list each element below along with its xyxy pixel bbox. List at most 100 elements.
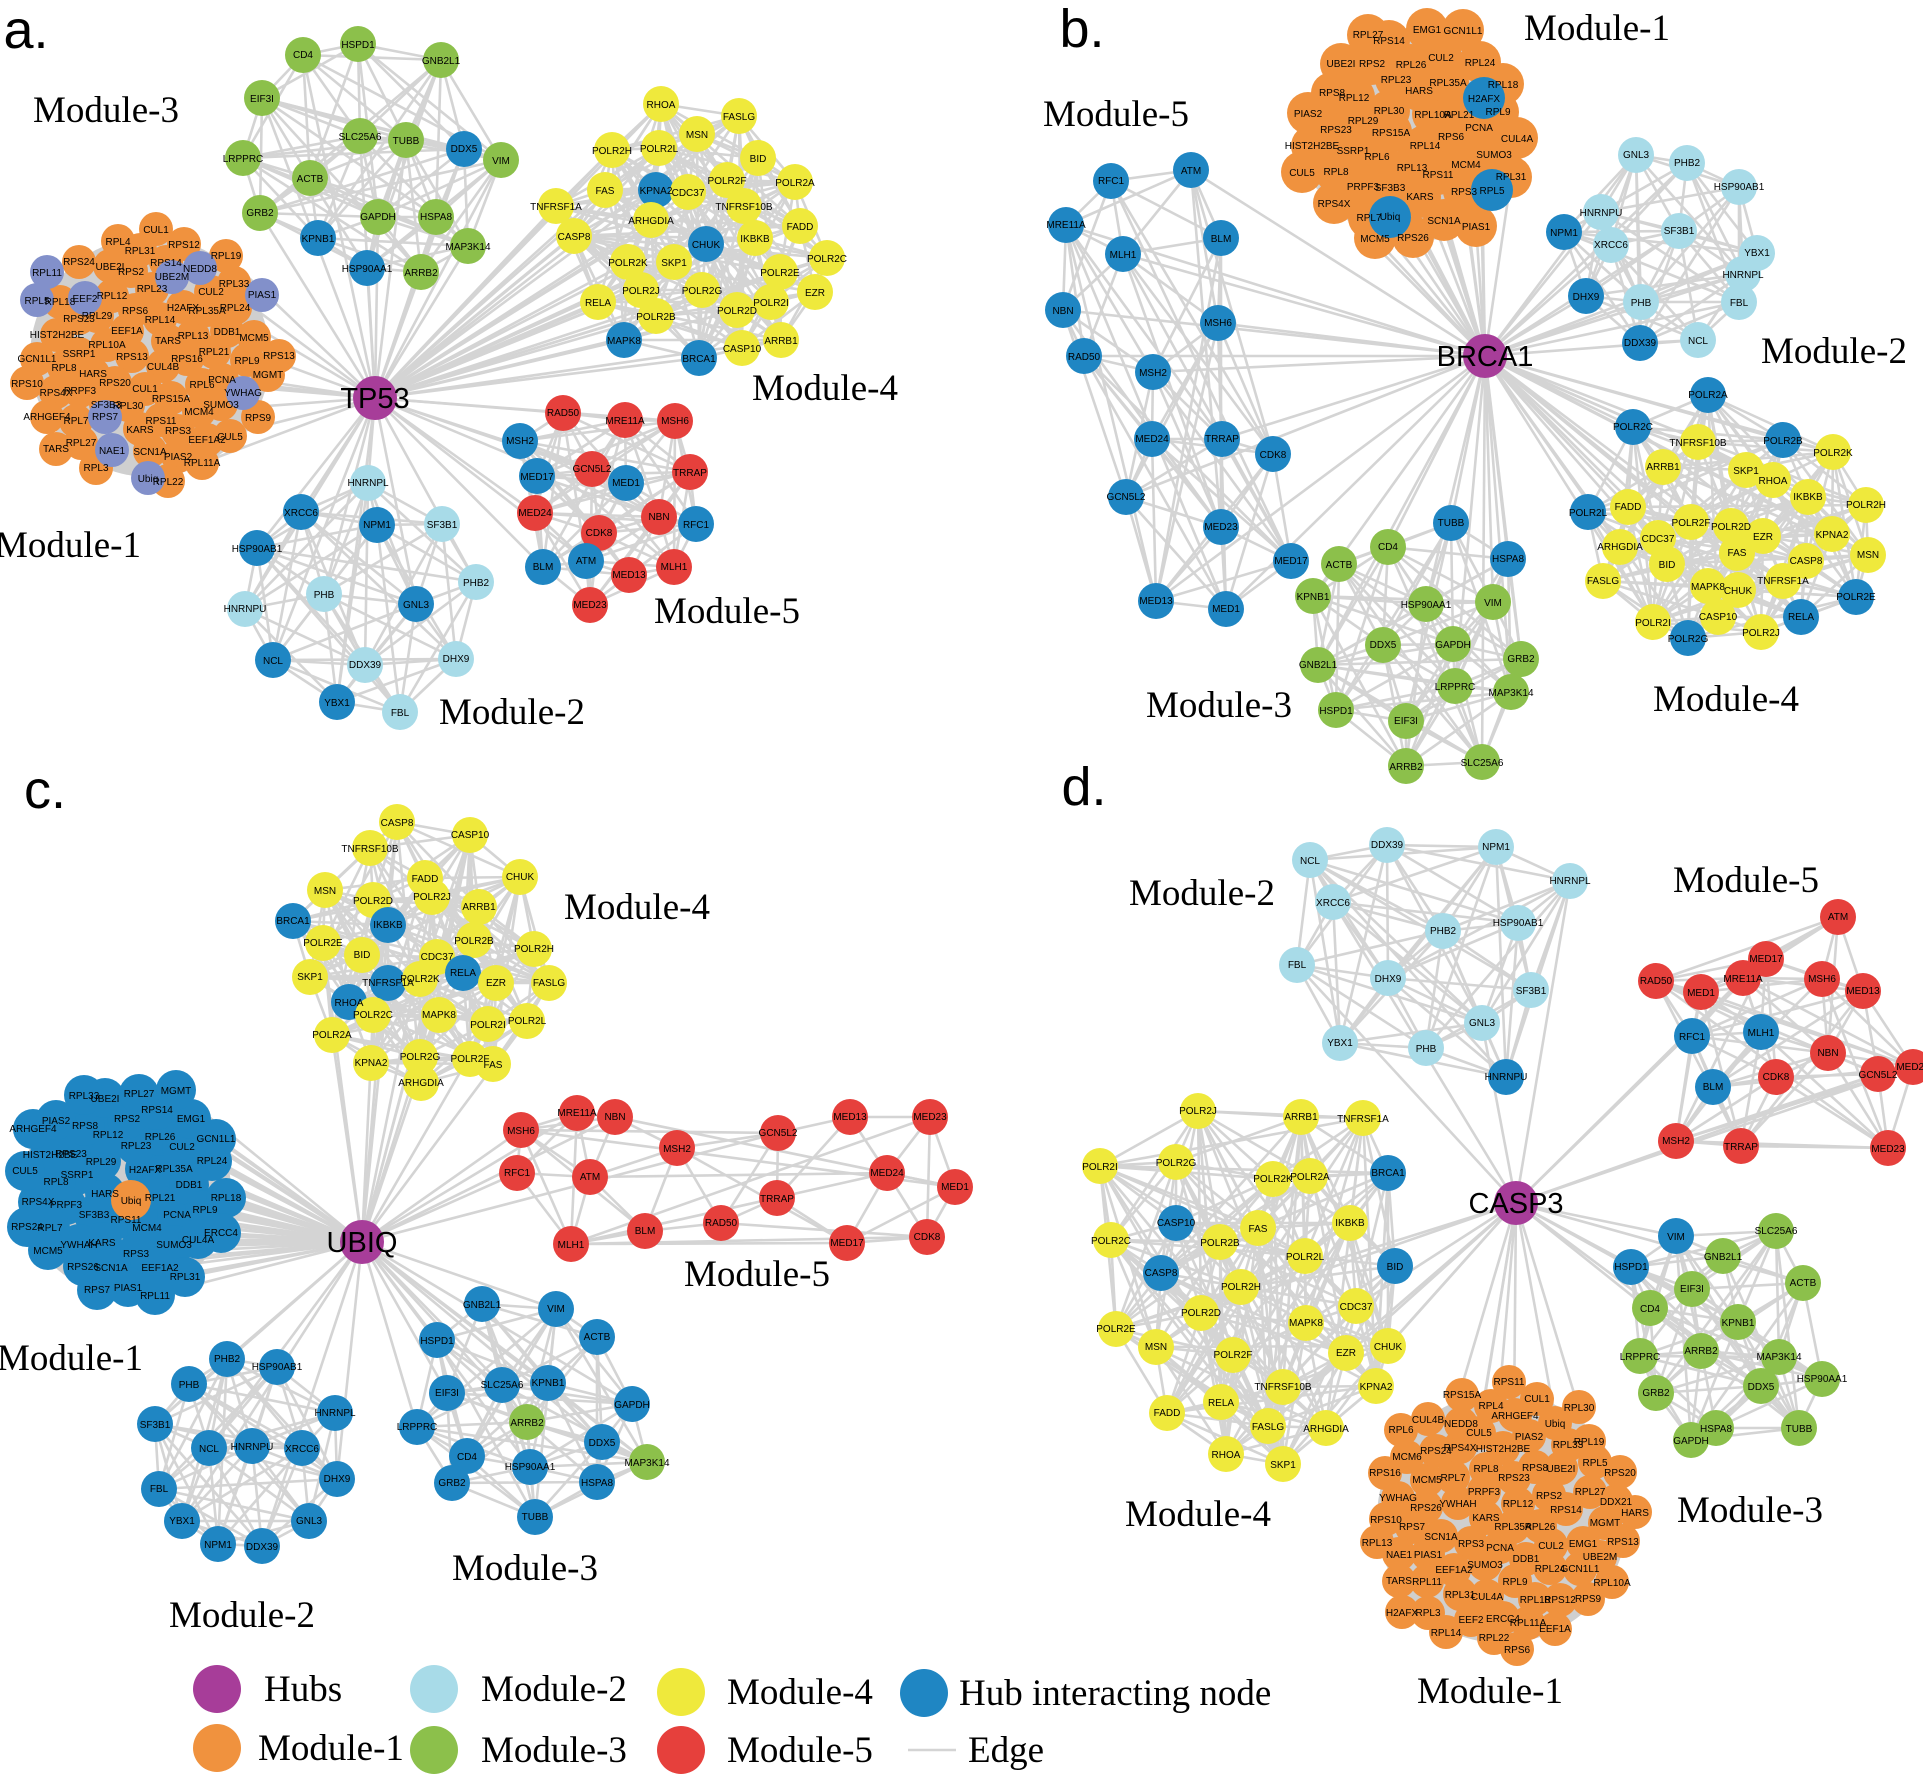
svg-text:HARS: HARS — [1621, 1508, 1649, 1519]
svg-text:RPS6: RPS6 — [1504, 1645, 1531, 1656]
svg-text:EMG1: EMG1 — [1413, 25, 1442, 36]
svg-text:RPS2: RPS2 — [118, 267, 145, 278]
svg-text:ARRB2: ARRB2 — [1684, 1346, 1718, 1357]
svg-text:EEF1A: EEF1A — [111, 326, 143, 337]
svg-text:RPL5: RPL5 — [24, 296, 49, 307]
svg-text:Module-1: Module-1 — [0, 525, 141, 566]
svg-text:MCM4: MCM4 — [1451, 160, 1481, 171]
svg-text:RPS26: RPS26 — [1410, 1503, 1442, 1514]
svg-text:PIAS1: PIAS1 — [114, 1283, 143, 1294]
svg-text:MCM5: MCM5 — [1412, 1475, 1442, 1486]
svg-text:PIAS2: PIAS2 — [1515, 1432, 1544, 1443]
svg-text:CASP10: CASP10 — [451, 830, 490, 841]
svg-text:MLH1: MLH1 — [661, 562, 688, 573]
svg-text:RPS10: RPS10 — [11, 379, 43, 390]
svg-text:Module-3: Module-3 — [481, 1730, 627, 1771]
svg-text:MAP3K14: MAP3K14 — [1488, 688, 1533, 699]
svg-text:RPL21: RPL21 — [199, 347, 230, 358]
svg-text:SSRP1: SSRP1 — [61, 1170, 94, 1181]
svg-text:NEDD8: NEDD8 — [183, 264, 217, 275]
svg-text:CDK8: CDK8 — [1763, 1072, 1790, 1083]
svg-text:RPS16: RPS16 — [171, 354, 203, 365]
svg-text:PHB2: PHB2 — [214, 1354, 241, 1365]
svg-text:Module-4: Module-4 — [564, 887, 710, 928]
svg-text:NBN: NBN — [1052, 306, 1073, 317]
svg-text:NEDD8: NEDD8 — [1444, 1419, 1478, 1430]
svg-text:ATM: ATM — [580, 1172, 600, 1183]
svg-text:RAD50: RAD50 — [547, 408, 580, 419]
svg-text:SCN1A: SCN1A — [1427, 216, 1461, 227]
svg-text:PCNA: PCNA — [163, 1210, 191, 1221]
svg-text:MAPK8: MAPK8 — [1691, 582, 1725, 593]
svg-text:EMG1: EMG1 — [177, 1114, 206, 1125]
svg-text:RPS12: RPS12 — [1544, 1595, 1576, 1606]
svg-text:CD4: CD4 — [1640, 1304, 1660, 1315]
svg-text:RPL6: RPL6 — [1364, 152, 1389, 163]
svg-text:HARS: HARS — [91, 1189, 119, 1200]
svg-text:CASP10: CASP10 — [1157, 1218, 1196, 1229]
svg-text:RPS7: RPS7 — [1399, 1522, 1426, 1533]
svg-text:RPS24: RPS24 — [1420, 1446, 1452, 1457]
svg-text:HNRNPL: HNRNPL — [314, 1408, 356, 1419]
svg-text:MSH6: MSH6 — [1204, 318, 1232, 329]
svg-text:RPS2: RPS2 — [1359, 59, 1386, 70]
svg-text:RPS8: RPS8 — [1319, 88, 1346, 99]
svg-text:Module-3: Module-3 — [1677, 1490, 1823, 1531]
svg-text:RPL30: RPL30 — [1564, 1403, 1595, 1414]
svg-text:TUBB: TUBB — [1786, 1424, 1813, 1435]
svg-text:RPL22: RPL22 — [1479, 1633, 1510, 1644]
svg-text:Module-3: Module-3 — [452, 1548, 598, 1589]
svg-text:UBE2M: UBE2M — [155, 272, 189, 283]
svg-text:RPL14: RPL14 — [145, 315, 176, 326]
svg-text:POLR2B: POLR2B — [454, 936, 494, 947]
svg-text:RPL18: RPL18 — [211, 1193, 242, 1204]
svg-text:RPL29: RPL29 — [86, 1157, 117, 1168]
svg-text:RFC1: RFC1 — [1679, 1032, 1706, 1043]
svg-text:RFC1: RFC1 — [1098, 176, 1125, 187]
svg-text:RPL22: RPL22 — [153, 477, 184, 488]
svg-text:RELA: RELA — [1788, 612, 1814, 623]
svg-text:POLR2B: POLR2B — [636, 312, 676, 323]
svg-text:MED17: MED17 — [1749, 954, 1783, 965]
svg-text:TRRAP: TRRAP — [673, 468, 707, 479]
svg-text:MED13: MED13 — [612, 570, 646, 581]
svg-text:Module-5: Module-5 — [727, 1730, 873, 1771]
svg-text:DDX39: DDX39 — [246, 1542, 279, 1553]
svg-text:PRPF3: PRPF3 — [1468, 1487, 1501, 1498]
svg-text:MED24: MED24 — [518, 508, 552, 519]
svg-text:CUL2: CUL2 — [169, 1142, 195, 1153]
svg-text:CUL5: CUL5 — [1289, 168, 1315, 179]
svg-text:SUMO3: SUMO3 — [203, 400, 239, 411]
svg-text:FADD: FADD — [787, 222, 814, 233]
svg-text:TRRAP: TRRAP — [760, 1194, 794, 1205]
svg-text:HARS: HARS — [1405, 86, 1433, 97]
svg-text:EIF3I: EIF3I — [1680, 1284, 1704, 1295]
svg-text:ACTB: ACTB — [297, 174, 324, 185]
svg-text:b.: b. — [1059, 0, 1104, 59]
svg-text:TRRAP: TRRAP — [1205, 434, 1239, 445]
svg-text:TNFRSF1A: TNFRSF1A — [530, 202, 582, 213]
svg-text:NAE1: NAE1 — [1386, 1550, 1413, 1561]
svg-text:DDX39: DDX39 — [349, 660, 382, 671]
svg-text:FASLG: FASLG — [1252, 1422, 1284, 1433]
svg-text:Module-1: Module-1 — [258, 1728, 404, 1769]
svg-text:TNFRSF1A: TNFRSF1A — [362, 978, 414, 989]
svg-text:HARS: HARS — [79, 369, 107, 380]
svg-text:DDX5: DDX5 — [1748, 1382, 1775, 1393]
svg-text:RPS14: RPS14 — [1550, 1505, 1582, 1516]
svg-text:CUL4B: CUL4B — [147, 362, 180, 373]
svg-text:POLR2H: POLR2H — [1846, 500, 1886, 511]
svg-text:ARHGDIA: ARHGDIA — [1303, 1424, 1349, 1435]
svg-text:RHOA: RHOA — [335, 998, 364, 1009]
svg-text:GNB2L1: GNB2L1 — [422, 56, 461, 67]
svg-text:PHB: PHB — [1631, 298, 1652, 309]
svg-text:IKBKB: IKBKB — [1793, 492, 1823, 503]
svg-text:MED17: MED17 — [1274, 556, 1308, 567]
svg-text:CDK8: CDK8 — [586, 528, 613, 539]
svg-text:KPNA2: KPNA2 — [1816, 530, 1849, 541]
svg-text:CUL1: CUL1 — [132, 384, 158, 395]
svg-text:MED1: MED1 — [1687, 988, 1715, 999]
svg-text:Module-2: Module-2 — [481, 1669, 627, 1710]
svg-text:RPL9: RPL9 — [234, 356, 259, 367]
svg-text:PHB2: PHB2 — [463, 578, 490, 589]
